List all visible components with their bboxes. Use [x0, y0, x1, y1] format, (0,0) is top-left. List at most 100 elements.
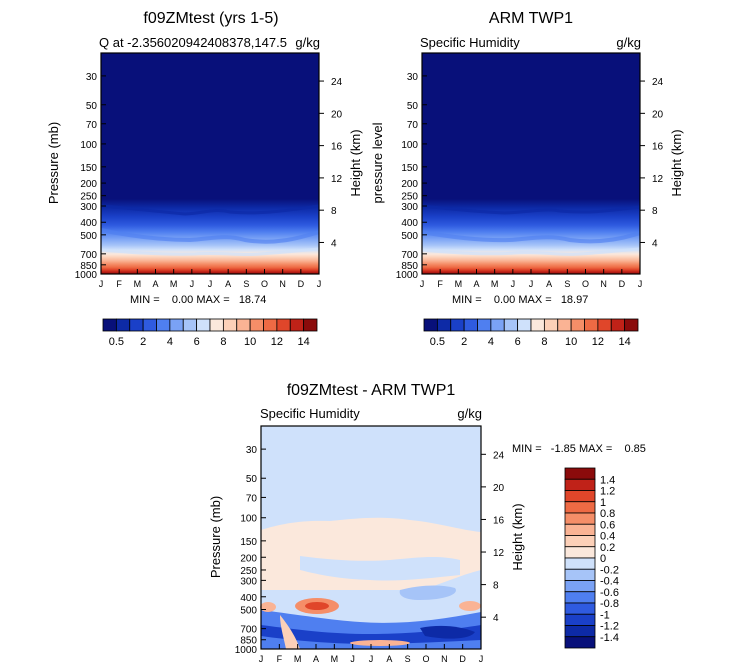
x-tick-label: M [455, 279, 463, 289]
panel-left-label: Q at -2.356020942408378,147.5 [99, 35, 287, 50]
contour-band [260, 602, 276, 612]
y-tick-label: 850 [401, 261, 418, 272]
y-tick-label: 150 [80, 163, 97, 174]
colorbar-swatch [564, 568, 596, 581]
x-tick-label: J [208, 279, 213, 289]
x-tick-label: M [134, 279, 142, 289]
contour-band [459, 601, 481, 611]
y-tick-label: 1000 [396, 270, 419, 281]
colorbar-swatch [564, 535, 596, 548]
x-tick-label: M [170, 279, 178, 289]
colorbar-label: 0.4 [600, 531, 615, 543]
height-ticks: 4 8 12 16 20 24 [481, 450, 505, 624]
colorbar-swatch [450, 318, 465, 332]
y2-tick-label: 4 [652, 238, 658, 249]
colorbar-swatch [182, 318, 198, 332]
colorbar-swatch [557, 318, 572, 332]
x-tick-label: D [298, 279, 305, 289]
x-tick-label: O [422, 654, 429, 664]
colorbar-swatch [102, 318, 117, 332]
x-tick-label: J [638, 279, 643, 289]
colorbar-swatch [222, 318, 238, 332]
minmax-text: MIN = 0.00 MAX = 18.97 [452, 294, 588, 306]
colorbar-swatch [564, 546, 596, 559]
colorbar-swatch [564, 613, 596, 626]
colorbar-swatch [517, 318, 532, 332]
colorbar-swatch [564, 580, 596, 593]
panel-units-label: g/kg [295, 35, 320, 50]
colorbar-swatch [584, 318, 599, 332]
height-ticks: 4 8 12 16 20 24 [319, 77, 343, 249]
colorbar-swatch [543, 318, 559, 332]
x-tick-label: D [459, 654, 466, 664]
colorbar-label: 0.2 [600, 542, 615, 554]
colorbar-label: -1.2 [600, 621, 619, 633]
panel-left-label: Specific Humidity [420, 35, 520, 50]
x-tick-label: F [116, 279, 122, 289]
x-tick-label: J [529, 279, 534, 289]
colorbar-swatch [490, 318, 505, 332]
y-tick-label: 30 [86, 72, 98, 83]
colorbar-swatch [436, 318, 452, 332]
panel-left-label: Specific Humidity [260, 406, 360, 421]
colorbar-label: 0 [600, 553, 606, 565]
wavy-contour [100, 247, 320, 257]
panel-diff: f09ZMtest - ARM TWP1 Specific Humidity g… [208, 382, 646, 664]
colorbar-swatch [463, 318, 478, 332]
minmax-text: MIN = -1.85 MAX = 0.85 [512, 443, 646, 455]
colorbar-label: -0.6 [600, 587, 619, 599]
colorbar-swatch [564, 557, 596, 570]
colorbar-label: 14 [298, 336, 310, 348]
x-tick-label: A [473, 279, 479, 289]
x-tick-label: S [564, 279, 570, 289]
y-tick-label: 200 [80, 179, 97, 190]
x-tick-label: M [491, 279, 499, 289]
panel-title: f09ZMtest - ARM TWP1 [287, 382, 456, 399]
contour-band [399, 585, 456, 600]
x-tick-label: A [225, 279, 231, 289]
colorbar-label: 10 [244, 336, 256, 348]
colorbar-label: 1.4 [600, 474, 615, 486]
x-tick-label: M [294, 654, 302, 664]
colorbar-label: 8 [220, 336, 226, 348]
colorbar-label: 4 [488, 336, 494, 348]
wavy-contour [100, 204, 320, 216]
colorbar-swatch [597, 318, 612, 332]
x-tick-label: M [331, 654, 339, 664]
colorbar-label: 0.5 [430, 336, 445, 348]
x-tick-label: D [619, 279, 626, 289]
y2-tick-label: 16 [331, 142, 343, 153]
colorbar-swatch [156, 318, 171, 332]
x-tick-label: A [546, 279, 552, 289]
y2-tick-label: 16 [493, 515, 505, 526]
x-tick-label: J [190, 279, 195, 289]
contour-band [420, 625, 475, 639]
y-tick-label: 30 [246, 445, 258, 456]
y-axis-label: Pressure (mb) [208, 496, 223, 578]
colorbar-label: 0.5 [109, 336, 124, 348]
x-tick-label: J [369, 654, 374, 664]
colorbar-diff: 1.41.210.80.60.40.20-0.2-0.4-0.6-0.8-1-1… [564, 467, 619, 649]
y-axis-label: pressure level [370, 122, 385, 203]
panel-model: f09ZMtest (yrs 1-5) Q at -2.356020942408… [46, 10, 363, 306]
colorbar-swatch [570, 318, 585, 332]
colorbar-swatch [169, 318, 184, 332]
colorbar-swatch [564, 467, 596, 480]
colorbar-label: 8 [541, 336, 547, 348]
colorbar-swatch [624, 318, 639, 332]
colorbar-swatch [564, 636, 596, 649]
colorbar-swatch [564, 602, 596, 615]
wavy-contour [421, 204, 641, 215]
y-tick-label: 850 [240, 636, 257, 647]
colorbar-label: 12 [271, 336, 283, 348]
y-tick-label: 250 [401, 192, 418, 203]
x-tick-label: O [582, 279, 589, 289]
y2-axis-label: Height (km) [348, 129, 363, 196]
colorbar-swatch [477, 318, 492, 332]
height-ticks: 4 8 12 16 20 24 [640, 77, 664, 249]
y2-tick-label: 12 [331, 174, 343, 185]
colorbar-label: 1 [600, 497, 606, 509]
